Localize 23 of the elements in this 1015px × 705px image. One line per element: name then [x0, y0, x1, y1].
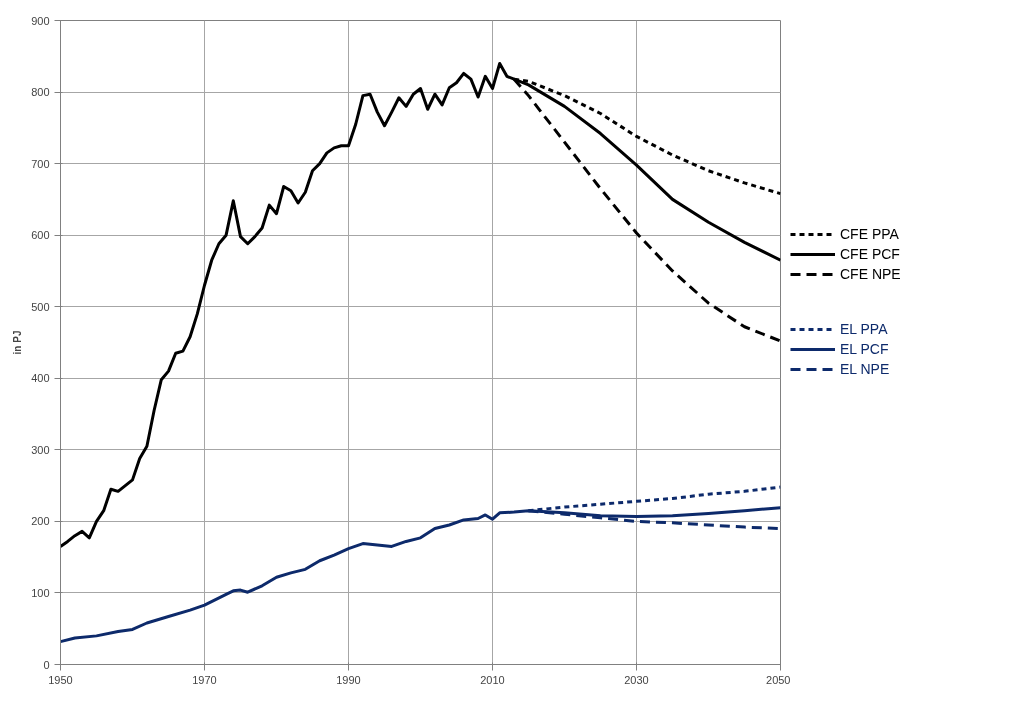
- y-tick-label: 0: [43, 658, 50, 671]
- x-tick-label: 2050: [766, 673, 791, 686]
- x-tick-label: 2030: [624, 673, 649, 686]
- legend-label: CFE NPE: [840, 266, 901, 282]
- y-axis-title: in PJ: [12, 330, 24, 355]
- legend-label: EL PCF: [840, 341, 889, 357]
- y-tick-label: 900: [31, 14, 50, 27]
- x-tick-label: 1950: [48, 673, 73, 686]
- legend-label: EL NPE: [840, 361, 890, 377]
- x-tick-label: 1990: [336, 673, 361, 686]
- y-tick-label: 800: [31, 86, 50, 99]
- y-tick-label: 200: [31, 515, 50, 528]
- x-tick-label: 2010: [480, 673, 505, 686]
- legend-label: EL PPA: [840, 321, 888, 337]
- y-tick-label: 100: [31, 586, 50, 599]
- x-tick-label: 1970: [192, 673, 217, 686]
- y-tick-label: 500: [31, 300, 50, 313]
- legend-label: CFE PCF: [840, 246, 900, 262]
- y-tick-label: 300: [31, 443, 50, 456]
- y-tick-label: 400: [31, 372, 50, 385]
- legend-label: CFE PPA: [840, 226, 899, 242]
- y-tick-label: 600: [31, 229, 50, 242]
- y-tick-label: 700: [31, 157, 50, 170]
